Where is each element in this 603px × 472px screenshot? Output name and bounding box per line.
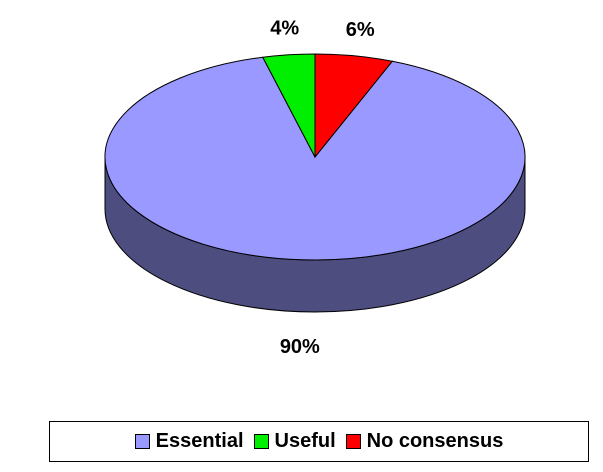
legend-label: No consensus xyxy=(366,430,504,452)
pie-slice xyxy=(314,53,394,159)
data-label: 4% xyxy=(270,18,299,40)
chart: 90% 4% 6% xyxy=(104,18,526,358)
legend-label: Essential xyxy=(155,430,244,452)
pie-slice xyxy=(104,56,526,261)
legend-item: Useful xyxy=(253,430,336,453)
legend-swatch xyxy=(345,434,361,449)
legend-label: Useful xyxy=(274,430,336,452)
data-label: 90% xyxy=(280,336,320,358)
legend: Essential Useful No consensus xyxy=(49,421,589,462)
legend-item: No consensus xyxy=(345,430,504,453)
data-label: 6% xyxy=(346,19,375,41)
legend-swatch xyxy=(134,434,150,449)
legend-swatch xyxy=(253,434,269,449)
legend-item: Essential xyxy=(134,430,244,453)
